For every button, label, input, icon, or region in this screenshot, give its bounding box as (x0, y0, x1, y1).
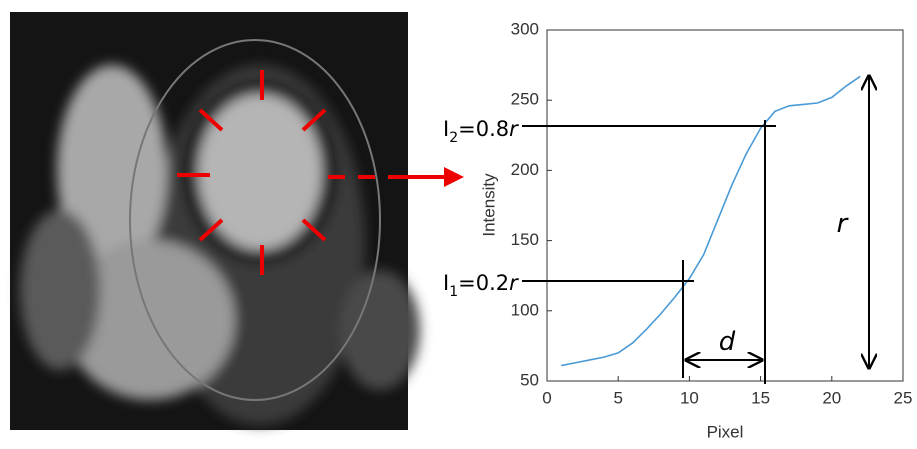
label-part: 2 (449, 130, 458, 146)
upper-level-label: I2=0.8r (443, 117, 519, 146)
label-part: 1 (449, 284, 458, 300)
y-tick-label: 150 (511, 230, 539, 249)
figure: Pixel Intensity 0 5 10 15 20 25 50 100 150 200 250… (0, 0, 917, 444)
x-tick-label: 25 (894, 388, 913, 407)
lower-level-label: I1=0.2r (443, 271, 519, 300)
x-tick-label: 10 (680, 388, 699, 407)
data-line (561, 76, 860, 365)
range-label: r (837, 209, 850, 239)
distance-label: d (719, 327, 736, 357)
y-tick-label: 250 (511, 90, 539, 109)
mri-image (10, 12, 420, 430)
y-axis-label: Intensity (479, 173, 498, 237)
y-tick-label: 200 (511, 160, 539, 179)
annotations (522, 76, 869, 384)
x-tick-label: 0 (542, 388, 551, 407)
x-axis-label: Pixel (707, 422, 744, 441)
label-part: r (509, 271, 519, 295)
y-tick-label: 100 (511, 300, 539, 319)
x-tick-label: 20 (822, 388, 841, 407)
label-part: =0.2 (458, 271, 509, 295)
plot: Pixel Intensity 0 5 10 15 20 25 50 100 150 200 250… (479, 19, 912, 441)
x-tick-label: 15 (751, 388, 770, 407)
label-part: r (509, 117, 519, 141)
y-tick-label: 50 (520, 370, 539, 389)
x-tick-label: 5 (613, 388, 622, 407)
label-part: =0.8 (458, 117, 509, 141)
y-tick-label: 300 (511, 19, 539, 38)
